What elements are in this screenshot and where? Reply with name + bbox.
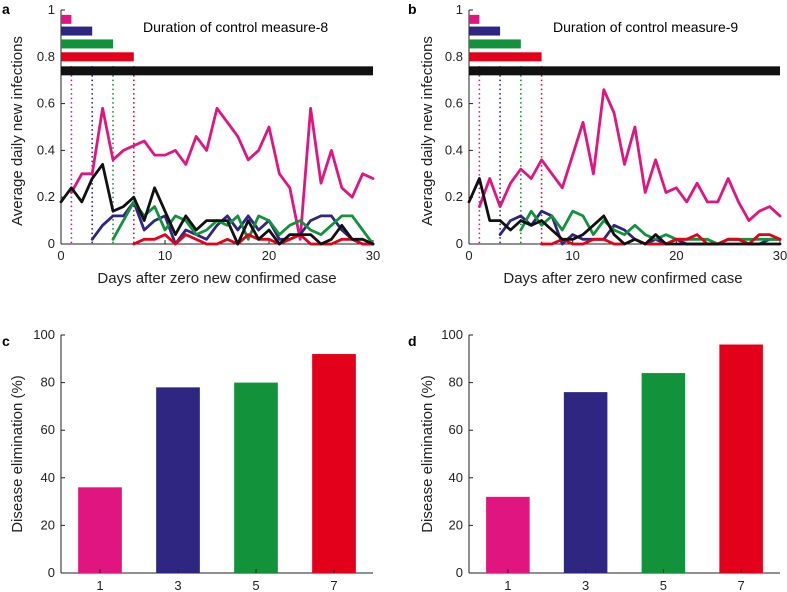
panel-d-ytick-label: 80 — [449, 375, 463, 390]
panel-c-category-label: 7 — [330, 578, 337, 592]
panel-b-series-line-7-days — [540, 233, 782, 246]
panel-c-ytick-label: 40 — [41, 470, 55, 485]
panel-a-series-line-5-days — [111, 200, 375, 246]
panel-a-label: a — [2, 1, 10, 17]
panel-c-ytick-label: 0 — [48, 565, 55, 580]
panel-c-bar-1 — [78, 487, 122, 573]
panel-a-series-line-7-days — [132, 233, 375, 246]
panel-d-category-label: 7 — [738, 578, 745, 592]
panel-a-title: Duration of control measure-8 — [143, 19, 328, 35]
panel-a-ylabel: Average daily new infections — [9, 36, 26, 226]
panel-b-xtick-label: 10 — [565, 248, 579, 263]
panel-c: c Disease elimination (%) 0 20 40 60 80 100 1 3… — [2, 327, 373, 592]
panel-d-label: d — [408, 333, 417, 349]
panel-d-bar-5 — [641, 373, 686, 573]
panel-c-label: c — [2, 333, 10, 349]
panel-a-duration-bar-1-day — [61, 14, 72, 24]
panel-d-ytick-label: 20 — [449, 517, 463, 532]
panel-b-label: b — [408, 1, 417, 17]
panel-b-xtick-label: 30 — [773, 248, 787, 263]
panel-b-duration-bar-3-days — [469, 26, 501, 36]
panel-a-xtick-label: 10 — [158, 248, 172, 263]
panel-c-ytick-label: 80 — [41, 375, 55, 390]
panel-c-bar-3 — [156, 387, 200, 573]
panel-a-xtick-label: 0 — [57, 248, 64, 263]
panel-d-ytick-label: 0 — [456, 565, 463, 580]
panel-c-ylabel: Disease elimination (%) — [9, 375, 26, 533]
panel-c-bar-5 — [234, 382, 278, 573]
panel-b-duration-bar-1-day — [469, 14, 480, 24]
panel-a-ytick-label: 0.8 — [37, 49, 55, 64]
panel-d-bar-3 — [563, 392, 608, 573]
panel-a-duration-bar-baseline — [61, 66, 373, 76]
panel-b-xlabel: Days after zero new confirmed case — [503, 270, 742, 287]
panel-a-series-line-baseline — [59, 162, 375, 246]
panel-c-ytick-label: 100 — [33, 327, 55, 342]
panel-a-xtick-label: 20 — [262, 248, 276, 263]
panel-d-ytick-label: 100 — [441, 327, 463, 342]
panel-d-category-label: 5 — [660, 578, 667, 592]
panel-d-ytick-label: 40 — [449, 470, 463, 485]
panel-d-ytick-label: 60 — [449, 422, 463, 437]
panel-d-bar-1 — [486, 496, 530, 573]
panel-c-category-label: 5 — [252, 578, 259, 592]
panel-c-ytick-label: 60 — [41, 422, 55, 437]
panel-b-duration-bar-7-days — [469, 52, 542, 62]
panel-c-category-label: 3 — [174, 578, 181, 592]
panel-a-duration-bar-3-days — [61, 26, 93, 36]
panel-a-xtick-label: 30 — [366, 248, 380, 263]
panel-d: d Disease elimination (%) 0 20 40 60 80 100 1 3… — [408, 327, 780, 592]
panel-b-title: Duration of control measure-9 — [553, 19, 738, 35]
panel-a-ytick-label: 0.6 — [37, 96, 55, 111]
panel-a-ytick-label: 0.2 — [37, 189, 55, 204]
panel-d-category-label: 3 — [582, 578, 589, 592]
panel-c-ytick-label: 20 — [41, 517, 55, 532]
panel-b-series-line-baseline — [467, 177, 782, 246]
panel-b-ylabel: Average daily new infections — [419, 36, 436, 226]
panel-a-xlabel: Days after zero new confirmed case — [97, 270, 336, 287]
panel-a-ytick-label: 0 — [48, 236, 55, 251]
panel-b-duration-bar-5-days — [469, 39, 521, 49]
panel-b-duration-bar-baseline — [469, 66, 780, 76]
panel-d-bar-7 — [719, 344, 763, 573]
panel-c-category-label: 1 — [96, 578, 103, 592]
panel-a-series-line-3-days — [90, 200, 375, 246]
panel-b-ytick-label: 0 — [456, 236, 463, 251]
panel-d-ylabel: Disease elimination (%) — [419, 375, 436, 533]
panel-d-category-label: 1 — [504, 578, 511, 592]
panel-a-ytick-label: 0.4 — [37, 142, 55, 157]
panel-b-series-line-1-day — [477, 88, 782, 223]
panel-a-ytick-label: 1 — [48, 2, 55, 17]
panel-b-ytick-label: 0.8 — [445, 49, 463, 64]
panel-b-ytick-label: 0.4 — [445, 142, 463, 157]
panel-b-xtick-label: 0 — [465, 248, 472, 263]
panel-a-duration-bar-5-days — [61, 39, 113, 49]
panel-c-bar-7 — [312, 354, 356, 573]
panel-a-duration-bar-7-days — [61, 52, 134, 62]
panel-b: b Duration of control measure-9 Average … — [408, 1, 787, 287]
panel-b-ytick-label: 0.2 — [445, 189, 463, 204]
panel-a-series-line-1-day — [70, 106, 375, 241]
panel-b-ytick-label: 1 — [456, 2, 463, 17]
panel-a: a Duration of control measure-8 Average … — [2, 1, 380, 287]
panel-b-xtick-label: 20 — [669, 248, 683, 263]
panel-b-ytick-label: 0.6 — [445, 96, 463, 111]
